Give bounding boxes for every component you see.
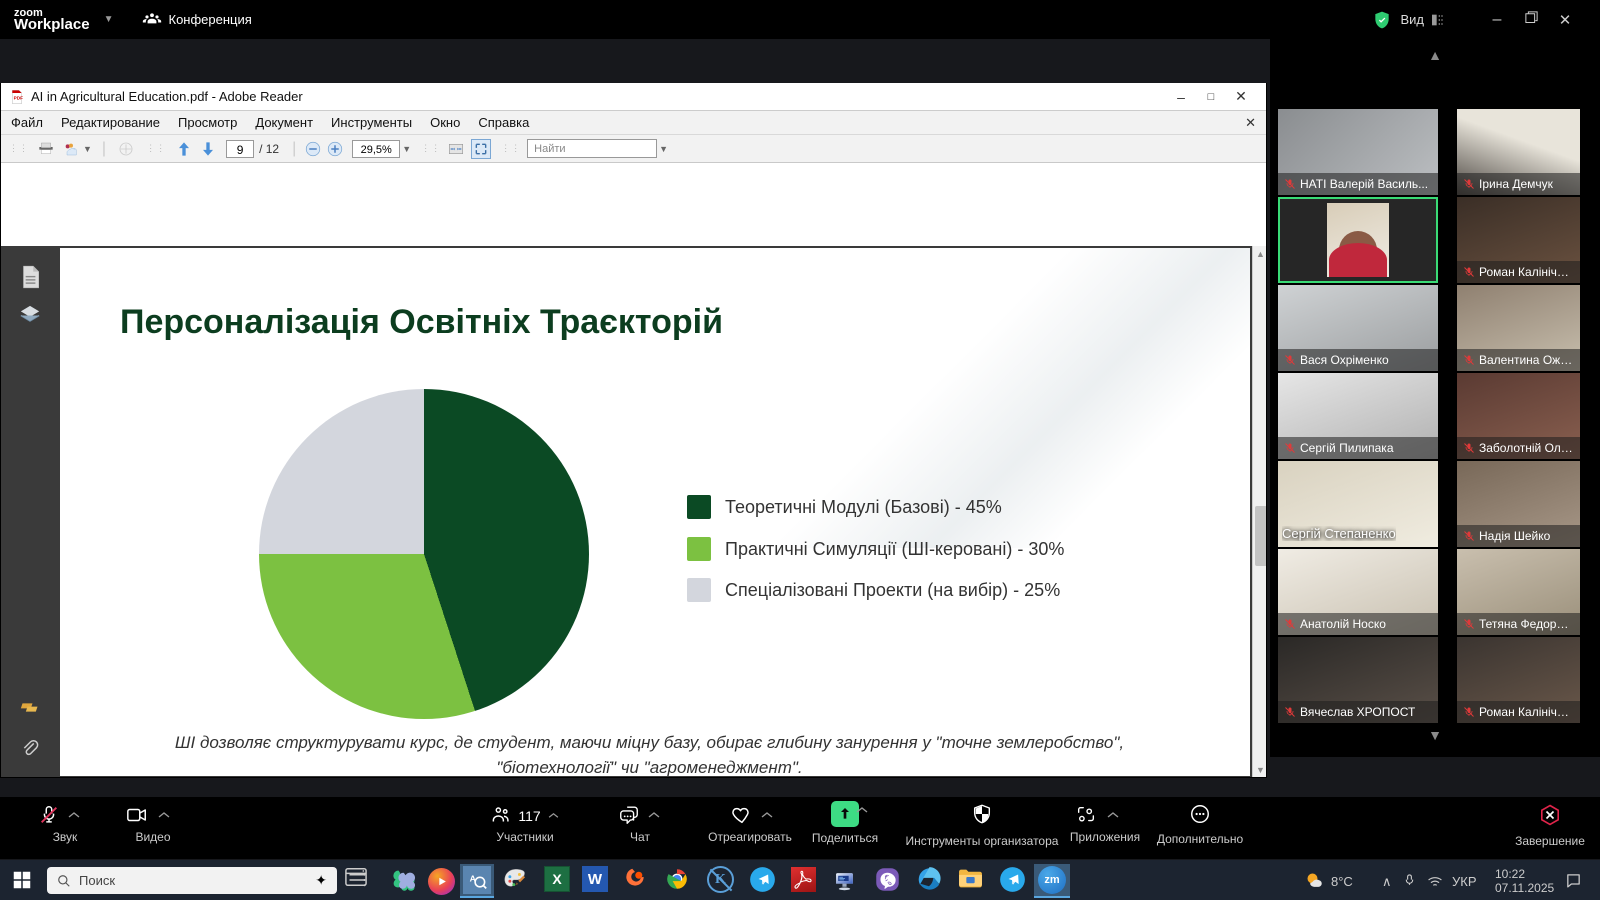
- svg-text:PDF: PDF: [14, 95, 23, 100]
